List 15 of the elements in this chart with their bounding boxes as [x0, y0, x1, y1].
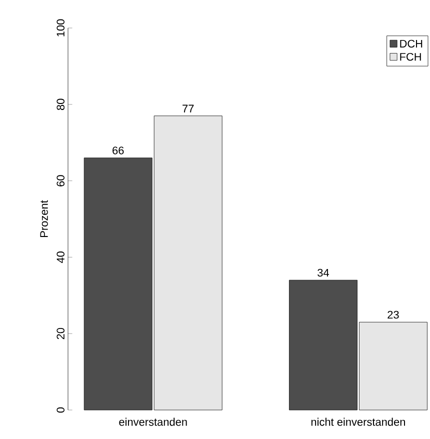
- legend-label: DCH: [400, 40, 422, 48]
- data-label: 23: [388, 310, 399, 319]
- y-tick-label: 0: [56, 407, 64, 413]
- legend-label: FCH: [400, 52, 421, 61]
- data-label: 34: [318, 268, 329, 277]
- data-label: 66: [112, 146, 124, 154]
- x-tick-label: nicht einverstanden: [311, 418, 405, 426]
- y-tick-label: 100: [56, 19, 64, 36]
- data-label: 77: [182, 104, 194, 112]
- y-tick-label: 20: [56, 328, 64, 340]
- x-tick-label: einverstanden: [119, 418, 187, 426]
- y-tick-label: 80: [56, 98, 64, 110]
- y-tick-label: 60: [56, 175, 64, 186]
- y-axis-title: Prozent: [40, 200, 48, 237]
- y-tick-label: 40: [56, 252, 64, 264]
